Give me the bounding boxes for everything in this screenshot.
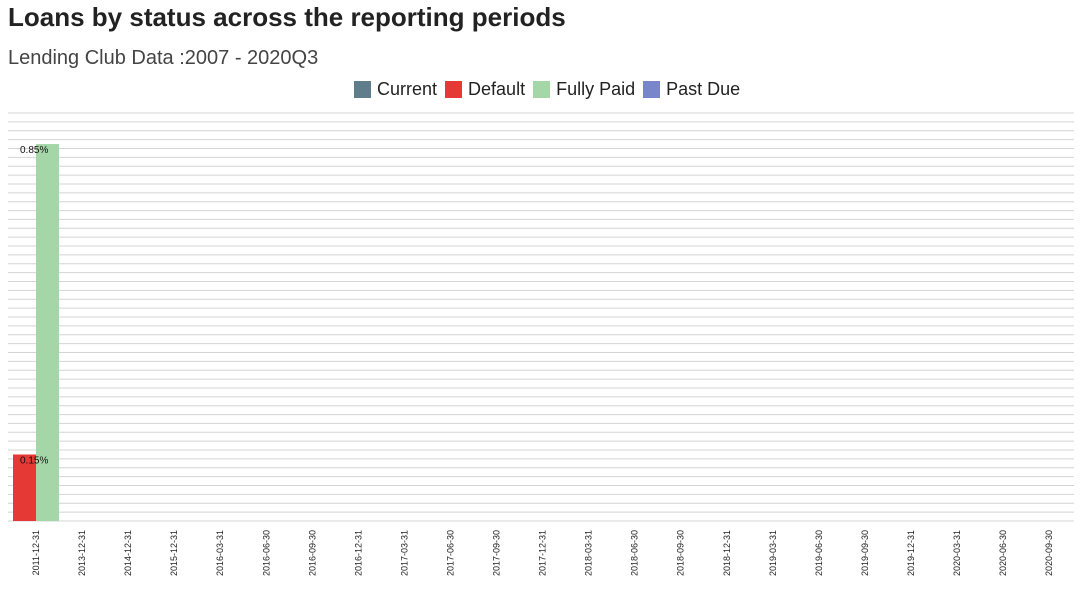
- x-tick-label: 2019-03-31: [768, 530, 778, 576]
- x-tick-label: 2017-12-31: [538, 530, 548, 576]
- x-tick-label: 2020-03-31: [952, 530, 962, 576]
- legend-item-current: Current: [354, 79, 437, 100]
- data-label-default-2011-12-31: 0.15%: [20, 455, 48, 466]
- legend-item-fully-paid: Fully Paid: [533, 79, 635, 100]
- legend-label-current: Current: [377, 78, 438, 99]
- bar-fully-paid-2011-12-31: [36, 144, 59, 522]
- x-tick-label: 2018-06-30: [630, 530, 640, 576]
- x-tick-label: 2016-09-30: [307, 530, 317, 576]
- legend-label-default: Default: [468, 78, 526, 99]
- legend-item-past-due: Past Due: [643, 79, 740, 100]
- x-tick-label: 2016-12-31: [353, 530, 363, 576]
- bars: [13, 144, 59, 522]
- legend-swatch-fully-paid: [533, 80, 551, 98]
- data-label-fully-paid-2011-12-31: 0.85%: [20, 145, 48, 156]
- x-tick-label: 2017-06-30: [445, 530, 455, 576]
- legend-swatch-past-due: [643, 80, 661, 98]
- x-tick-label: 2018-03-31: [584, 530, 594, 576]
- grid-lines: [8, 112, 1074, 522]
- x-tick-label: 2013-12-31: [77, 530, 87, 576]
- x-tick-label: 2014-12-31: [123, 530, 133, 576]
- chart-subtitle: Lending Club Data :2007 - 2020Q3: [8, 47, 319, 69]
- x-tick-label: 2020-06-30: [998, 530, 1008, 576]
- legend-label-past-due: Past Due: [666, 78, 741, 99]
- legend-swatch-default: [445, 80, 463, 98]
- x-tick-label: 2016-03-31: [215, 530, 225, 576]
- x-tick-label: 2011-12-31: [31, 530, 41, 575]
- data-labels: 0.15% 0.85%: [20, 145, 48, 466]
- x-tick-label: 2015-12-31: [169, 530, 179, 576]
- legend-item-default: Default: [445, 79, 525, 100]
- x-tick-label: 2017-09-30: [492, 530, 502, 576]
- x-tick-label: 2018-12-31: [722, 530, 732, 576]
- legend-label-fully-paid: Fully Paid: [556, 78, 636, 99]
- x-tick-label: 2019-09-30: [860, 530, 870, 576]
- bar-default-2011-12-31: [13, 454, 36, 521]
- x-tick-label: 2019-06-30: [814, 530, 824, 576]
- x-tick-label: 2016-06-30: [261, 530, 271, 576]
- x-tick-label: 2020-09-30: [1044, 530, 1054, 576]
- chart-title: Loans by status across the reporting per…: [8, 2, 566, 32]
- x-tick-label: 2017-03-31: [399, 530, 409, 576]
- legend: Current Default Fully Paid Past Due: [354, 78, 748, 100]
- x-axis-tick-labels: 2011-12-31 2013-12-31 2014-12-31 2015-12-31…: [31, 530, 1054, 576]
- x-tick-label: 2018-09-30: [676, 530, 686, 576]
- legend-swatch-current: [354, 80, 371, 98]
- x-tick-label: 2019-12-31: [906, 530, 916, 576]
